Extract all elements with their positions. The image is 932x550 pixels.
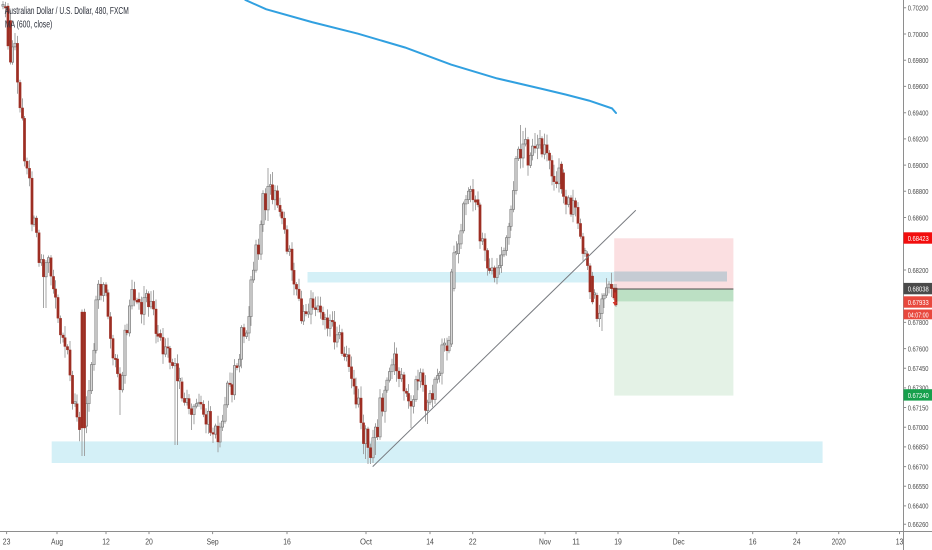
- svg-text:12: 12: [102, 538, 110, 547]
- svg-text:0.69400: 0.69400: [908, 109, 929, 118]
- svg-text:0.69000: 0.69000: [908, 161, 929, 170]
- svg-text:0.67150: 0.67150: [908, 403, 929, 412]
- svg-text:0.66850: 0.66850: [908, 443, 929, 452]
- svg-text:0.69600: 0.69600: [908, 82, 929, 91]
- svg-text:13: 13: [896, 538, 904, 547]
- svg-text:0.67800: 0.67800: [908, 318, 929, 327]
- svg-text:16: 16: [283, 538, 291, 547]
- svg-text:19: 19: [614, 538, 622, 547]
- svg-text:MA (600, close): MA (600, close): [5, 20, 53, 31]
- svg-text:0.67000: 0.67000: [908, 423, 929, 432]
- svg-text:0.67450: 0.67450: [908, 364, 929, 373]
- svg-text:0.68200: 0.68200: [908, 266, 929, 275]
- svg-text:0.67240: 0.67240: [908, 391, 929, 400]
- svg-text:11: 11: [572, 538, 580, 547]
- svg-text:0.68038: 0.68038: [908, 285, 929, 294]
- svg-text:Sep: Sep: [207, 538, 219, 547]
- svg-text:0.66260: 0.66260: [908, 520, 929, 529]
- svg-text:0.69800: 0.69800: [908, 56, 929, 65]
- svg-text:23: 23: [3, 538, 11, 547]
- svg-text:0.68600: 0.68600: [908, 213, 929, 222]
- svg-text:16: 16: [749, 538, 757, 547]
- svg-text:0.67933: 0.67933: [908, 298, 929, 307]
- svg-text:Oct: Oct: [360, 538, 373, 547]
- svg-text:20: 20: [145, 538, 153, 547]
- svg-text:0.67300: 0.67300: [908, 384, 929, 393]
- svg-text:0.66550: 0.66550: [908, 482, 929, 491]
- svg-text:0.70200: 0.70200: [908, 4, 929, 13]
- svg-text:0.66700: 0.66700: [908, 462, 929, 471]
- svg-text:Aug: Aug: [51, 538, 63, 547]
- svg-text:0.66400: 0.66400: [908, 502, 929, 511]
- svg-text:Nov: Nov: [539, 538, 551, 547]
- svg-text:0.67600: 0.67600: [908, 344, 929, 353]
- svg-text:0.70000: 0.70000: [908, 30, 929, 39]
- svg-text:0.68800: 0.68800: [908, 187, 929, 196]
- svg-text:22: 22: [469, 538, 477, 547]
- svg-text:0.69200: 0.69200: [908, 135, 929, 144]
- svg-text:2020: 2020: [832, 538, 846, 547]
- svg-text:0.68423: 0.68423: [908, 234, 929, 243]
- svg-text:Dec: Dec: [673, 538, 685, 547]
- svg-text:Australian Dollar / U.S. Dolla: Australian Dollar / U.S. Dollar, 480, FX…: [5, 6, 129, 17]
- svg-text:04:07:00: 04:07:00: [908, 310, 929, 319]
- svg-text:14: 14: [426, 538, 434, 547]
- svg-text:24: 24: [793, 538, 801, 547]
